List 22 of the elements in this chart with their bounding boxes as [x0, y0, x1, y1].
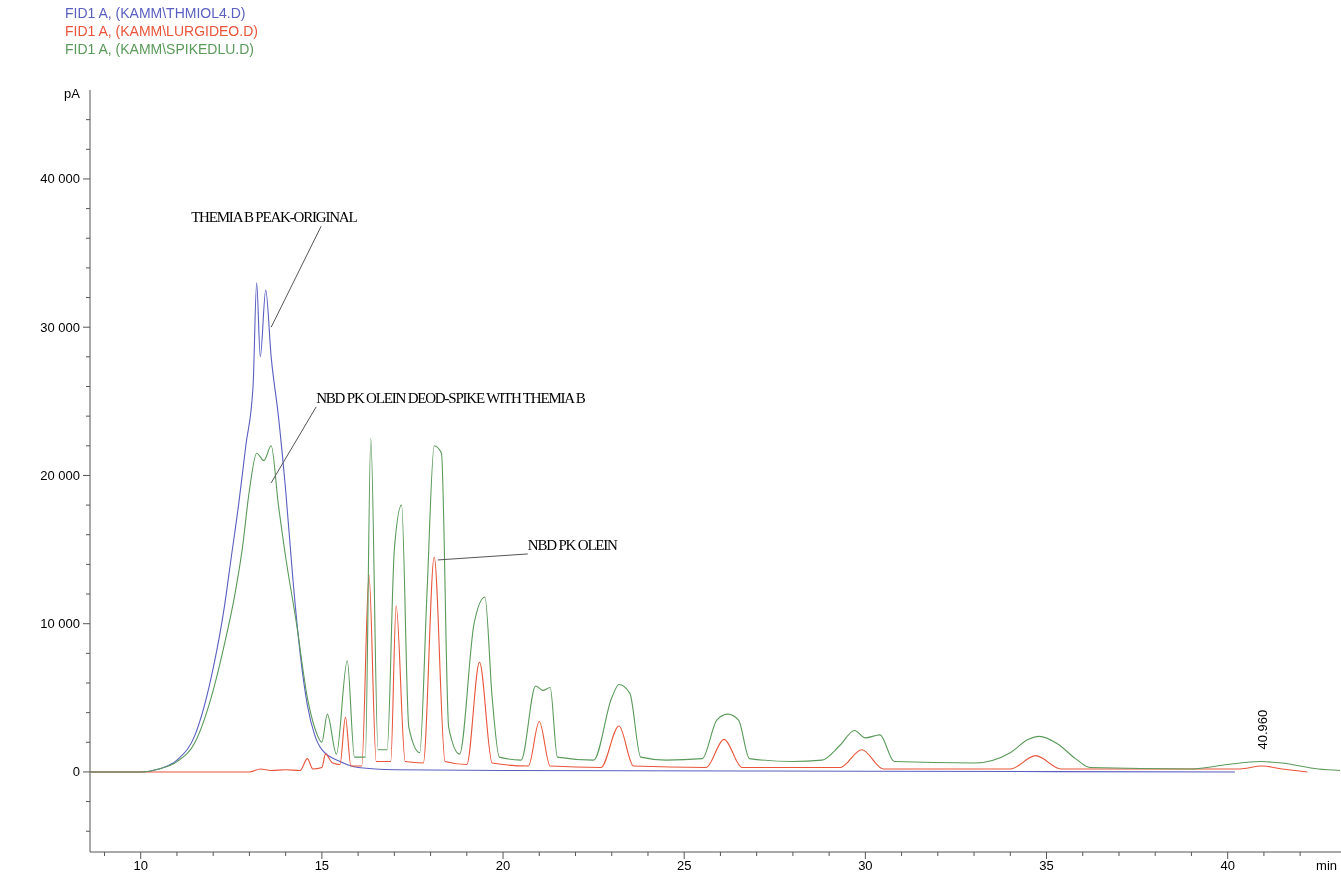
annotation: 40.960 [1255, 709, 1271, 750]
x-tick-label: 40 [1220, 858, 1235, 873]
y-tick-label: 20 000 [40, 468, 80, 483]
x-tick-label: 15 [314, 858, 330, 873]
annotation: THEMIA B PEAK-ORIGINAL [191, 209, 358, 226]
text: FID1 A, (KAMM\THMIOL4.D) [65, 5, 246, 21]
text: FID1 A, (KAMM\SPIKEDLU.D) [65, 41, 255, 57]
y-axis-title: pA [64, 86, 81, 101]
x-axis-title: min [1316, 858, 1337, 873]
y-tick-label: 30 000 [40, 319, 80, 335]
y-tick-label: 40 000 [40, 171, 80, 187]
x-tick-label: 30 [858, 858, 873, 873]
y-tick-label: 10 000 [40, 616, 80, 632]
line-series [89, 437, 1341, 773]
x-tick-label: 25 [676, 858, 692, 873]
x-tick-label: 20 [495, 858, 511, 873]
x-tick-label: 10 [133, 858, 148, 873]
annotation: NBD PK OLEIN DEOD-SPIKE WITH THEMIA B [316, 389, 586, 406]
y-tick-label: 0 [72, 764, 80, 780]
annotation: NBD PK OLEIN [527, 536, 619, 553]
text: FID1 A, (KAMM\LURGIDEO.D) [65, 23, 258, 39]
x-tick-label: 35 [1039, 858, 1054, 873]
